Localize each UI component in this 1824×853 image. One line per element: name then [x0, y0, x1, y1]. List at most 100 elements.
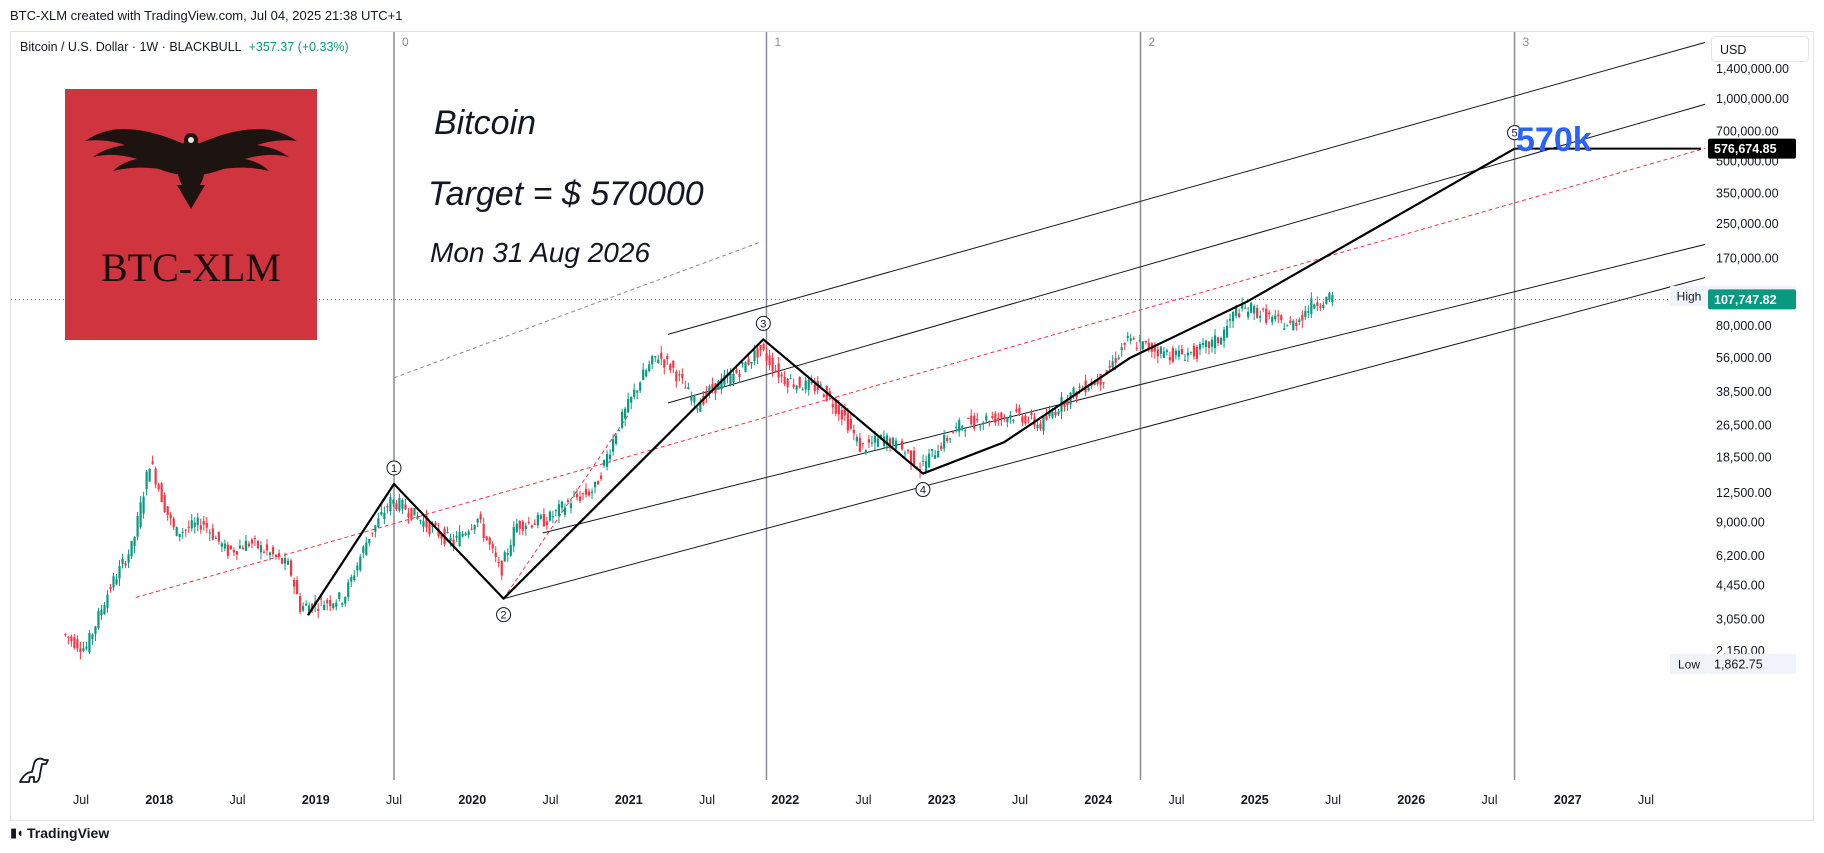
- candle-body: [229, 545, 232, 549]
- candle-body: [217, 531, 220, 542]
- candle-body: [1003, 416, 1006, 418]
- candle-body: [738, 373, 741, 378]
- candle-body: [1328, 293, 1331, 300]
- eagle-icon: [85, 129, 297, 209]
- candle-body: [295, 580, 299, 594]
- candle-body: [103, 605, 106, 615]
- candle-body: [1024, 415, 1027, 424]
- candle-body: [482, 523, 485, 539]
- candle-body: [1210, 339, 1214, 347]
- symbol-label: Bitcoin / U.S. Dollar · 1W · BLACKBULL: [20, 40, 242, 54]
- candle-body: [792, 384, 795, 388]
- candle-body: [136, 516, 139, 537]
- chart-frame: [10, 31, 1814, 821]
- candle-body: [750, 362, 753, 364]
- candle-body: [1117, 357, 1120, 360]
- wave-label-2: 2: [500, 610, 506, 622]
- candle-body: [1313, 304, 1316, 309]
- candle-body: [693, 396, 696, 403]
- candle-body: [184, 529, 187, 531]
- y-tick-label: 4,450.00: [1716, 579, 1765, 593]
- x-tick-label: 2021: [615, 793, 643, 807]
- wave-label-circle-1[interactable]: [386, 460, 402, 476]
- candle-body: [925, 461, 928, 472]
- wave-label-circle-4[interactable]: [915, 482, 931, 498]
- candle-body: [202, 521, 205, 525]
- y-tick-label: 6,200.00: [1716, 549, 1765, 563]
- candle-body: [1295, 322, 1298, 327]
- candle-body: [1072, 387, 1075, 395]
- wave-label-4: 4: [920, 485, 926, 497]
- price-badge-value: 576,674.85: [1714, 142, 1777, 156]
- cycle-label-3: 3: [1523, 35, 1530, 49]
- candle-body: [256, 540, 260, 549]
- candle-body: [1162, 351, 1165, 358]
- candle-body: [500, 560, 503, 576]
- channel-line-0[interactable]: [667, 39, 1717, 335]
- candle-body: [1006, 417, 1009, 423]
- y-tick-label: 250,000.00: [1716, 217, 1779, 231]
- candle-body: [1027, 420, 1030, 422]
- wave-label-circle-2[interactable]: [496, 607, 512, 623]
- candle-body: [783, 377, 786, 385]
- candle-body: [909, 450, 913, 464]
- candle-body: [1114, 357, 1117, 363]
- candle-body: [1234, 306, 1238, 316]
- candle-body: [566, 500, 570, 502]
- candle-body: [476, 518, 479, 523]
- candle-body: [795, 385, 798, 390]
- candle-body: [624, 408, 627, 419]
- candle-body: [1322, 304, 1325, 309]
- elliott-wave-path[interactable]: [307, 147, 1516, 616]
- wave-label-circle-5[interactable]: [1507, 125, 1523, 141]
- candle-body: [353, 575, 356, 580]
- candle-body: [1048, 411, 1051, 417]
- candle-body: [1216, 337, 1220, 344]
- footer-brand[interactable]: ▮◖ TradingView: [10, 825, 109, 841]
- channel-line-1[interactable]: [667, 101, 1717, 404]
- candle-body: [1207, 341, 1211, 348]
- candle-body: [1183, 359, 1187, 361]
- candle-body: [1132, 338, 1135, 340]
- candle-body: [67, 636, 70, 638]
- candle-body: [542, 513, 545, 527]
- annotation-date: Mon 31 Aug 2026: [430, 237, 650, 268]
- wave-label-circle-3[interactable]: [755, 315, 771, 331]
- candle-body: [1129, 338, 1132, 341]
- price-badge-bg: [1708, 138, 1796, 159]
- candle-body: [395, 503, 398, 510]
- symbol-legend[interactable]: Bitcoin / U.S. Dollar · 1W · BLACKBULL +…: [20, 40, 349, 54]
- candle-body: [1274, 315, 1277, 320]
- candle-body: [94, 626, 97, 635]
- dashed-gray-line[interactable]: [393, 241, 762, 379]
- dashed-red-line-1[interactable]: [503, 413, 630, 599]
- candle-body: [729, 373, 732, 385]
- candle-body: [581, 493, 585, 495]
- price-badge-bg: [1708, 653, 1796, 674]
- candle-body: [277, 553, 281, 557]
- currency-selector[interactable]: USD: [1711, 36, 1809, 62]
- channel-line-3[interactable]: [503, 275, 1717, 600]
- candle-body: [894, 440, 898, 449]
- candle-body: [615, 435, 618, 444]
- candle-body: [885, 435, 889, 446]
- candle-body: [1108, 365, 1111, 368]
- dashed-red-line-0[interactable]: [135, 145, 1717, 598]
- channel-line-2[interactable]: [542, 242, 1717, 534]
- candle-body: [551, 516, 555, 518]
- candle-body: [485, 536, 488, 540]
- candle-body: [368, 538, 371, 544]
- dino-icon[interactable]: [18, 752, 52, 786]
- candle-body: [1066, 398, 1069, 405]
- candle-body: [1271, 316, 1274, 323]
- y-tick-label: 1,400,000.00: [1716, 62, 1789, 76]
- candle-body: [596, 481, 600, 485]
- candle-body: [82, 648, 85, 652]
- candle-body: [383, 512, 386, 520]
- candle-body: [1307, 311, 1310, 313]
- candle-body: [377, 518, 380, 527]
- candle-body: [1201, 343, 1205, 346]
- candle-body: [1331, 295, 1334, 303]
- candle-body: [250, 539, 254, 544]
